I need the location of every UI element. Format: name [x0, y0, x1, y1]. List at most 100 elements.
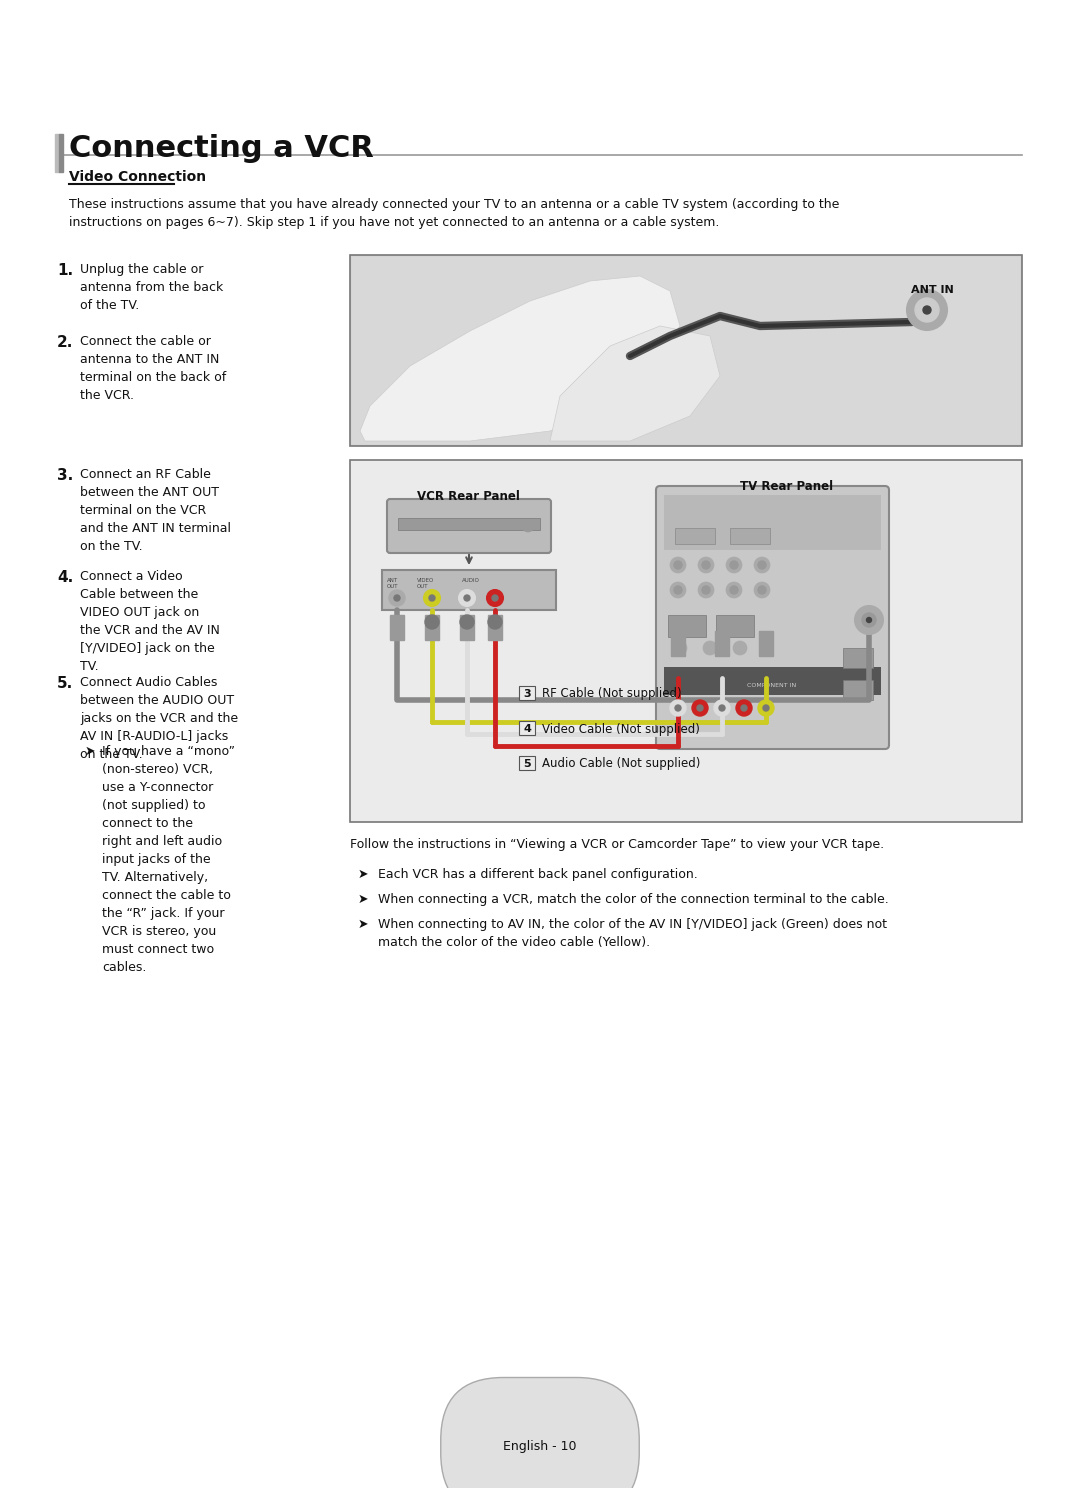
- Text: Each VCR has a different back panel configuration.: Each VCR has a different back panel conf…: [378, 868, 698, 881]
- Circle shape: [698, 582, 714, 598]
- Text: 3: 3: [523, 689, 530, 699]
- Bar: [350, 254, 1022, 446]
- Text: ➤: ➤: [357, 868, 368, 881]
- Text: AUDIO: AUDIO: [462, 577, 480, 583]
- Bar: [352, 257, 1020, 443]
- Text: Connect a Video
Cable between the
VIDEO OUT jack on
the VCR and the AV IN
[Y/VID: Connect a Video Cable between the VIDEO …: [80, 570, 220, 673]
- Text: When connecting to AV IN, the color of the AV IN [Y/VIDEO] jack (Green) does not: When connecting to AV IN, the color of t…: [378, 918, 887, 949]
- Circle shape: [733, 641, 747, 655]
- Circle shape: [673, 641, 687, 655]
- Text: 5: 5: [523, 759, 530, 769]
- Circle shape: [754, 582, 770, 598]
- Bar: [716, 615, 754, 637]
- FancyBboxPatch shape: [382, 570, 556, 610]
- Circle shape: [459, 591, 475, 606]
- Circle shape: [460, 615, 474, 629]
- Text: COMPONENT IN: COMPONENT IN: [747, 683, 797, 687]
- Bar: [460, 615, 474, 640]
- Circle shape: [522, 519, 534, 533]
- Circle shape: [714, 699, 730, 716]
- Circle shape: [726, 582, 742, 598]
- Bar: [664, 496, 881, 551]
- FancyBboxPatch shape: [519, 686, 535, 699]
- Text: ➤: ➤: [357, 918, 368, 931]
- Text: Follow the instructions in “Viewing a VCR or Camcorder Tape” to view your VCR ta: Follow the instructions in “Viewing a VC…: [350, 838, 885, 851]
- Bar: [715, 631, 729, 656]
- Circle shape: [675, 705, 681, 711]
- Circle shape: [464, 595, 470, 601]
- Text: 5.: 5.: [57, 676, 73, 690]
- Bar: [664, 667, 881, 695]
- Text: English - 10: English - 10: [503, 1440, 577, 1452]
- Circle shape: [758, 561, 766, 568]
- Circle shape: [674, 561, 681, 568]
- Circle shape: [394, 595, 400, 601]
- Circle shape: [866, 618, 872, 622]
- Circle shape: [492, 595, 498, 601]
- Circle shape: [730, 586, 738, 594]
- Text: TV Rear Panel: TV Rear Panel: [740, 481, 834, 493]
- Bar: [730, 528, 770, 545]
- Text: When connecting a VCR, match the color of the connection terminal to the cable.: When connecting a VCR, match the color o…: [378, 893, 889, 906]
- Bar: [55, 134, 59, 173]
- Text: VCR Rear Panel: VCR Rear Panel: [417, 490, 519, 503]
- Bar: [399, 518, 540, 530]
- Text: Audio Cable (Not supplied): Audio Cable (Not supplied): [542, 757, 700, 771]
- Text: ANT IN: ANT IN: [910, 286, 954, 295]
- Bar: [759, 631, 773, 656]
- Text: ➤: ➤: [85, 745, 95, 757]
- Circle shape: [488, 615, 502, 629]
- Circle shape: [692, 699, 708, 716]
- Text: 4.: 4.: [57, 570, 73, 585]
- FancyBboxPatch shape: [387, 498, 551, 554]
- Text: Video Cable (Not supplied): Video Cable (Not supplied): [542, 723, 700, 735]
- Circle shape: [702, 561, 710, 568]
- Circle shape: [730, 561, 738, 568]
- Text: VIDEO
OUT: VIDEO OUT: [417, 577, 434, 589]
- Bar: [350, 460, 1022, 821]
- Circle shape: [670, 699, 686, 716]
- Circle shape: [487, 591, 503, 606]
- FancyBboxPatch shape: [656, 487, 889, 748]
- Circle shape: [762, 705, 769, 711]
- Circle shape: [735, 699, 752, 716]
- Text: 4: 4: [523, 725, 531, 734]
- Text: Connect an RF Cable
between the ANT OUT
terminal on the VCR
and the ANT IN termi: Connect an RF Cable between the ANT OUT …: [80, 469, 231, 554]
- Text: ➤: ➤: [357, 893, 368, 906]
- Circle shape: [697, 705, 703, 711]
- Circle shape: [674, 586, 681, 594]
- Polygon shape: [550, 326, 720, 440]
- Circle shape: [758, 699, 774, 716]
- Circle shape: [862, 613, 876, 626]
- Text: Connecting a VCR: Connecting a VCR: [69, 134, 374, 164]
- Circle shape: [426, 615, 438, 629]
- Text: Video Connection: Video Connection: [69, 170, 206, 185]
- Text: ANT
OUT: ANT OUT: [387, 577, 399, 589]
- Polygon shape: [360, 275, 680, 440]
- Circle shape: [754, 557, 770, 573]
- Circle shape: [726, 557, 742, 573]
- Circle shape: [702, 586, 710, 594]
- Circle shape: [923, 307, 931, 314]
- Circle shape: [719, 705, 725, 711]
- Bar: [59, 134, 63, 173]
- Circle shape: [670, 557, 686, 573]
- FancyBboxPatch shape: [519, 756, 535, 769]
- Bar: [390, 615, 404, 640]
- FancyBboxPatch shape: [519, 722, 535, 735]
- Bar: [488, 615, 502, 640]
- Circle shape: [703, 641, 717, 655]
- Bar: [671, 631, 685, 656]
- Text: Connect Audio Cables
between the AUDIO OUT
jacks on the VCR and the
AV IN [R-AUD: Connect Audio Cables between the AUDIO O…: [80, 676, 238, 760]
- Bar: [675, 528, 715, 545]
- Bar: [669, 615, 706, 637]
- Circle shape: [758, 586, 766, 594]
- Text: Unplug the cable or
antenna from the back
of the TV.: Unplug the cable or antenna from the bac…: [80, 263, 224, 312]
- Text: 3.: 3.: [57, 469, 73, 484]
- Circle shape: [698, 557, 714, 573]
- Circle shape: [389, 591, 405, 606]
- Text: Connect the cable or
antenna to the ANT IN
terminal on the back of
the VCR.: Connect the cable or antenna to the ANT …: [80, 335, 226, 402]
- Bar: [843, 647, 873, 668]
- Circle shape: [741, 705, 747, 711]
- Circle shape: [429, 595, 435, 601]
